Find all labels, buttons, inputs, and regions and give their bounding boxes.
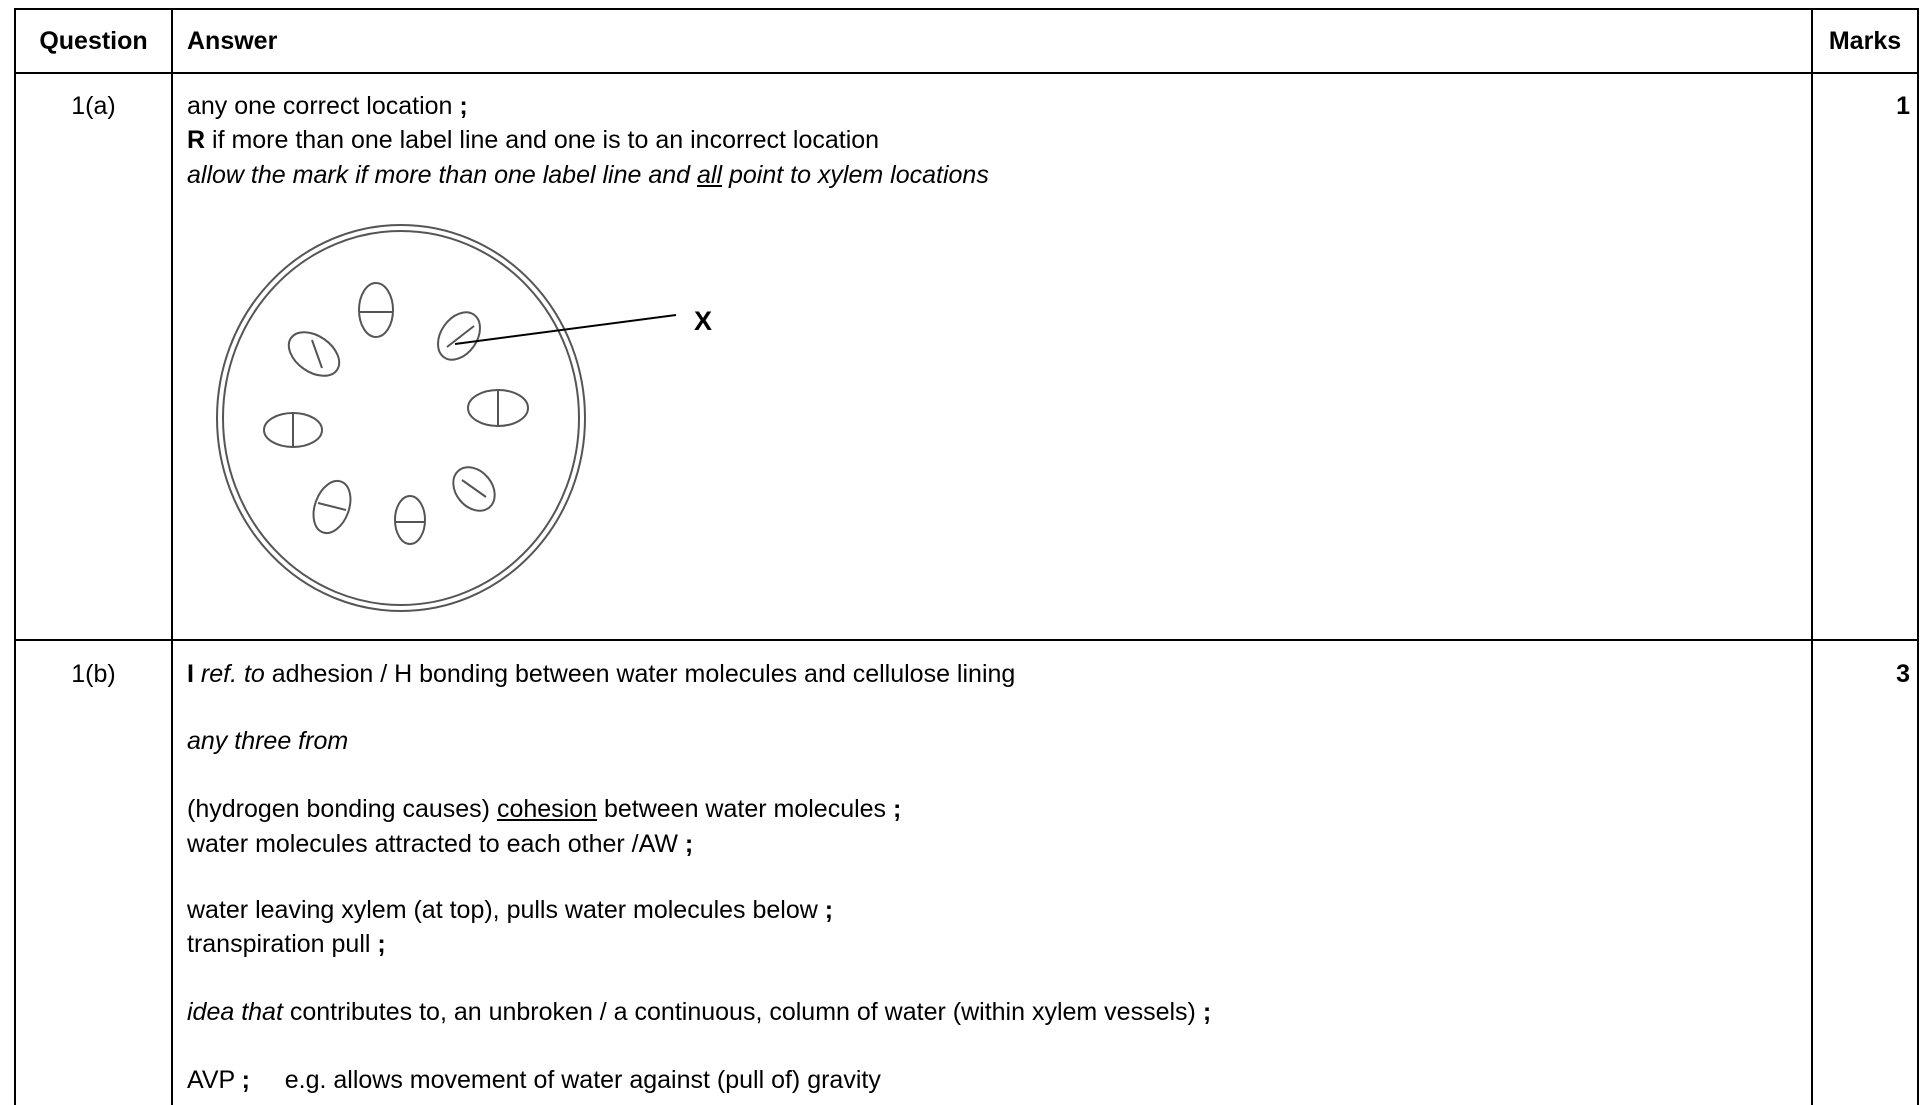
- answer-line: transpiration pull ;: [187, 927, 386, 961]
- text: idea that: [187, 998, 283, 1026]
- text: ;: [459, 92, 468, 120]
- answer-line: any three from: [187, 724, 348, 758]
- text: [194, 660, 201, 688]
- header-cell: Answer: [187, 27, 278, 55]
- answer-line: allow the mark if more than one label li…: [187, 158, 989, 192]
- text: AVP: [187, 1066, 242, 1094]
- text: water molecules attracted to each other …: [187, 830, 685, 858]
- text: ;: [241, 1066, 250, 1094]
- text: if more than one label line and one is t…: [205, 126, 880, 154]
- text: ;: [377, 930, 386, 958]
- header-cell: Question: [39, 27, 148, 55]
- header-rule: [15, 72, 1919, 74]
- col-rule: [171, 8, 173, 1105]
- answer-line: idea that contributes to, an unbroken / …: [187, 995, 1211, 1029]
- text: ;: [824, 896, 834, 924]
- text: all: [697, 161, 723, 189]
- text: between water molecules: [597, 795, 893, 823]
- text: ref. to: [200, 660, 265, 688]
- text: point to xylem locations: [722, 161, 989, 189]
- border-right: [1917, 8, 1919, 1105]
- text: (hydrogen bonding causes): [187, 795, 497, 823]
- row-rule: [15, 639, 1919, 641]
- question: 1(a): [71, 92, 116, 120]
- text: allow the mark if more than one label li…: [187, 161, 698, 189]
- text: cohesion: [496, 795, 598, 823]
- col-rule: [1811, 8, 1813, 1105]
- answer-line: I ref. to adhesion / H bonding between w…: [187, 657, 1015, 691]
- answer-line: any one correct location ;: [187, 89, 468, 123]
- question: 1(b): [71, 660, 116, 688]
- answer-line: AVP ; e.g. allows movement of water agai…: [187, 1063, 881, 1097]
- answer-line: R if more than one label line and one is…: [187, 123, 879, 157]
- diagram-drawing: [216, 224, 677, 612]
- answer-line: (hydrogen bonding causes) cohesion betwe…: [187, 792, 901, 826]
- text: ;: [684, 830, 694, 858]
- text: R: [187, 126, 206, 154]
- marks: 3: [1896, 660, 1910, 688]
- border-left: [14, 8, 16, 1105]
- text: any three from: [187, 727, 349, 755]
- border-top: [15, 8, 1919, 10]
- text: transpiration pull: [187, 930, 378, 958]
- diagram-label: X: [694, 306, 712, 336]
- answer-line: water leaving xylem (at top), pulls wate…: [187, 893, 833, 927]
- text: e.g. allows movement of water against (p…: [250, 1066, 881, 1094]
- text: any one correct location: [187, 92, 460, 120]
- label-line: [454, 314, 677, 345]
- text: water leaving xylem (at top), pulls wate…: [187, 896, 825, 924]
- answer-line: water molecules attracted to each other …: [187, 827, 693, 861]
- text: contributes to, an unbroken / a continuo…: [282, 998, 1203, 1026]
- text: ;: [893, 795, 902, 823]
- marks: 1: [1896, 92, 1910, 120]
- stem-outline: [222, 230, 580, 606]
- header-cell: Marks: [1828, 27, 1902, 55]
- text: I: [187, 660, 194, 688]
- text: ;: [1202, 998, 1212, 1026]
- stem-diagram: X: [216, 224, 712, 612]
- text: adhesion / H bonding between water molec…: [264, 660, 1016, 688]
- stem-outline: [216, 224, 586, 612]
- vascular-bundles: [263, 282, 529, 545]
